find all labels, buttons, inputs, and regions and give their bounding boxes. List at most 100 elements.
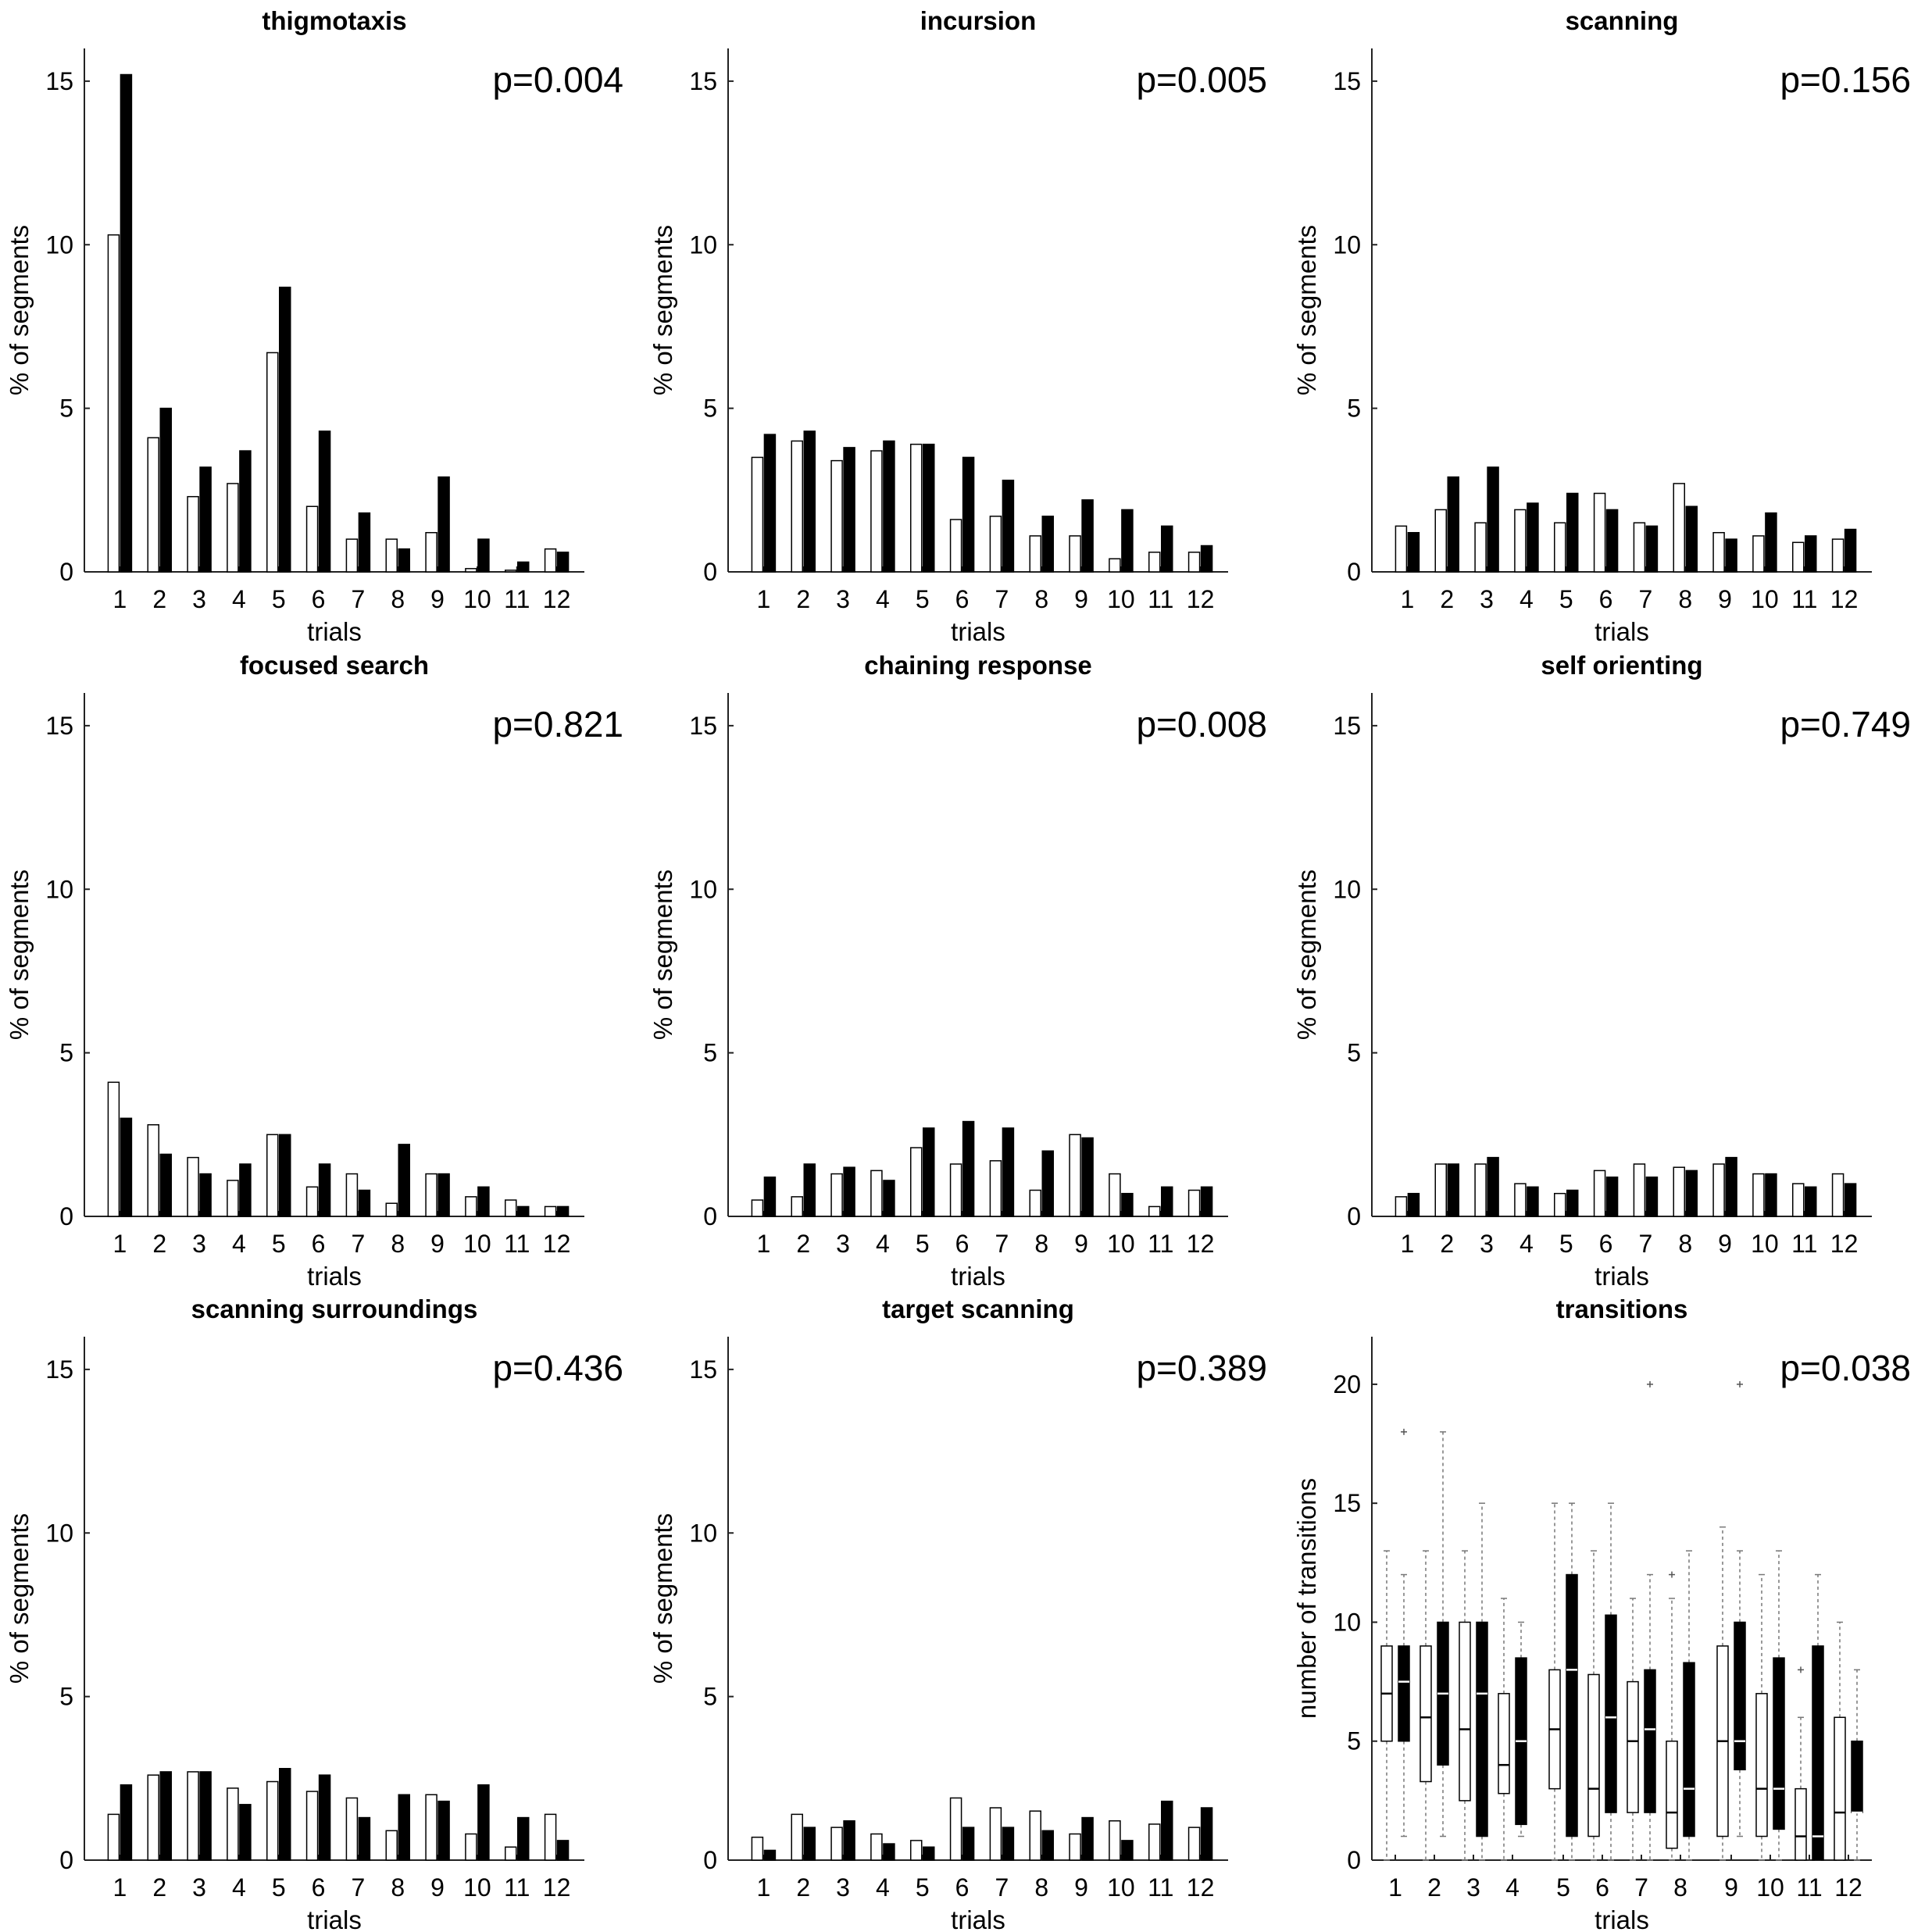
x-tick-label: 4 bbox=[232, 585, 246, 613]
x-tick-label: 9 bbox=[1724, 1873, 1738, 1902]
x-tick-label: 6 bbox=[1599, 585, 1613, 613]
white-bar-trial-5 bbox=[910, 1147, 923, 1217]
black-bar-trial-5 bbox=[923, 1127, 935, 1217]
white-bar-trial-6 bbox=[305, 1186, 319, 1217]
x-tick-label: 3 bbox=[1480, 1230, 1494, 1258]
p-value-label: p=0.436 bbox=[492, 1348, 623, 1388]
white-bar-trial-6 bbox=[949, 1163, 962, 1217]
panel-title: scanning bbox=[1566, 6, 1679, 35]
x-tick-label: 6 bbox=[312, 1230, 326, 1258]
y-tick-label: 5 bbox=[1347, 1039, 1361, 1067]
black-bar-trial-2 bbox=[803, 1827, 816, 1861]
x-tick-label: 9 bbox=[1074, 1873, 1088, 1902]
white-bar-trial-9 bbox=[425, 1173, 437, 1217]
black-bar-trial-7 bbox=[1645, 525, 1659, 573]
black-bar-trial-12 bbox=[556, 1840, 570, 1861]
black-bar-trial-2 bbox=[1447, 476, 1459, 573]
x-tick-label: 10 bbox=[1107, 1873, 1135, 1902]
x-tick-label: 12 bbox=[1830, 585, 1859, 613]
x-tick-label: 2 bbox=[796, 585, 810, 613]
x-tick-label: 1 bbox=[757, 1873, 771, 1902]
black-bar-trial-5 bbox=[1566, 1189, 1579, 1217]
p-value-label: p=0.389 bbox=[1136, 1348, 1267, 1388]
y-tick-label: 10 bbox=[689, 1519, 717, 1547]
white-bar-trial-12 bbox=[544, 548, 557, 573]
x-tick-label: 9 bbox=[1074, 1230, 1088, 1258]
x-tick-label: 10 bbox=[1107, 585, 1135, 613]
y-tick-label: 5 bbox=[59, 1683, 73, 1711]
white-bar-trial-8 bbox=[1673, 1166, 1685, 1217]
white-box-trial-2 bbox=[1420, 1645, 1432, 1783]
y-tick-label: 15 bbox=[45, 1355, 73, 1384]
white-bar-trial-6 bbox=[305, 1791, 319, 1861]
x-tick-label: 12 bbox=[1834, 1873, 1862, 1902]
x-tick-label: 6 bbox=[312, 585, 326, 613]
x-tick-label: 8 bbox=[1673, 1873, 1687, 1902]
panel-title: chaining response bbox=[864, 651, 1092, 680]
x-tick-label: 11 bbox=[1791, 1230, 1817, 1258]
x-tick-label: 6 bbox=[1599, 1230, 1613, 1258]
y-tick-label: 15 bbox=[45, 712, 73, 740]
x-tick-label: 11 bbox=[1148, 1230, 1173, 1258]
black-bar-trial-7 bbox=[358, 512, 371, 573]
black-bar-trial-8 bbox=[1685, 1170, 1698, 1217]
x-tick-label: 10 bbox=[1751, 1230, 1779, 1258]
white-box-trial-7 bbox=[1627, 1680, 1639, 1813]
white-bar-trial-3 bbox=[187, 1771, 199, 1861]
black-bar-trial-6 bbox=[318, 1163, 331, 1217]
white-bar-trial-12 bbox=[1187, 1189, 1201, 1217]
white-bar-trial-4 bbox=[870, 450, 883, 573]
white-box-trial-10 bbox=[1755, 1693, 1768, 1837]
white-bar-trial-9 bbox=[1069, 535, 1081, 573]
black-bar-trial-12 bbox=[556, 552, 570, 573]
y-tick-label: 10 bbox=[45, 230, 73, 259]
y-tick-label: 15 bbox=[689, 712, 717, 740]
y-tick-label: 15 bbox=[1333, 67, 1361, 95]
black-bar-trial-10 bbox=[477, 1186, 490, 1217]
x-tick-label: 9 bbox=[430, 585, 445, 613]
x-tick-label: 5 bbox=[916, 585, 930, 613]
white-bar-trial-12 bbox=[544, 1205, 557, 1217]
x-axis-label: trials bbox=[1595, 1905, 1649, 1932]
black-bar-trial-6 bbox=[1605, 509, 1619, 573]
white-bar-trial-11 bbox=[505, 570, 517, 573]
x-tick-label: 12 bbox=[1187, 585, 1215, 613]
black-box-trial-7 bbox=[1644, 1669, 1656, 1813]
black-bar-trial-12 bbox=[1844, 528, 1857, 573]
x-tick-label: 4 bbox=[232, 1873, 246, 1902]
y-tick-label: 0 bbox=[59, 1846, 73, 1874]
y-tick-label: 5 bbox=[703, 1039, 717, 1067]
black-bar-trial-11 bbox=[1161, 1800, 1173, 1861]
white-bar-trial-8 bbox=[385, 538, 398, 573]
x-tick-label: 4 bbox=[1520, 1230, 1534, 1258]
black-bar-trial-6 bbox=[1605, 1177, 1619, 1217]
black-bar-trial-9 bbox=[1081, 499, 1094, 573]
white-bar-trial-11 bbox=[1148, 1205, 1161, 1217]
x-tick-label: 7 bbox=[352, 1873, 366, 1902]
x-tick-label: 12 bbox=[543, 1873, 571, 1902]
white-bar-trial-11 bbox=[1792, 541, 1805, 573]
x-tick-label: 11 bbox=[1791, 585, 1817, 613]
white-bar-trial-10 bbox=[1752, 1173, 1765, 1217]
black-bar-trial-11 bbox=[517, 561, 530, 573]
white-bar-trial-1 bbox=[107, 1081, 120, 1217]
black-bar-trial-7 bbox=[1002, 1127, 1015, 1217]
y-tick-label: 5 bbox=[1347, 1727, 1361, 1755]
white-bar-trial-8 bbox=[1029, 1189, 1041, 1217]
x-tick-label: 7 bbox=[1639, 585, 1653, 613]
x-tick-label: 2 bbox=[1440, 1230, 1454, 1258]
x-tick-label: 10 bbox=[463, 1230, 491, 1258]
y-tick-label: 0 bbox=[703, 1846, 717, 1874]
y-tick-label: 15 bbox=[1333, 712, 1361, 740]
p-value-label: p=0.008 bbox=[1136, 704, 1267, 745]
white-bar-trial-6 bbox=[1593, 492, 1606, 573]
white-bar-trial-8 bbox=[385, 1830, 398, 1861]
y-tick-label: 5 bbox=[703, 395, 717, 423]
black-bar-trial-1 bbox=[1407, 532, 1420, 573]
black-bar-trial-4 bbox=[1527, 1186, 1539, 1217]
white-box-trial-11 bbox=[1795, 1787, 1807, 1861]
black-bar-trial-9 bbox=[1081, 1137, 1094, 1217]
white-bar-trial-10 bbox=[1109, 1173, 1121, 1217]
y-tick-label: 10 bbox=[689, 875, 717, 903]
